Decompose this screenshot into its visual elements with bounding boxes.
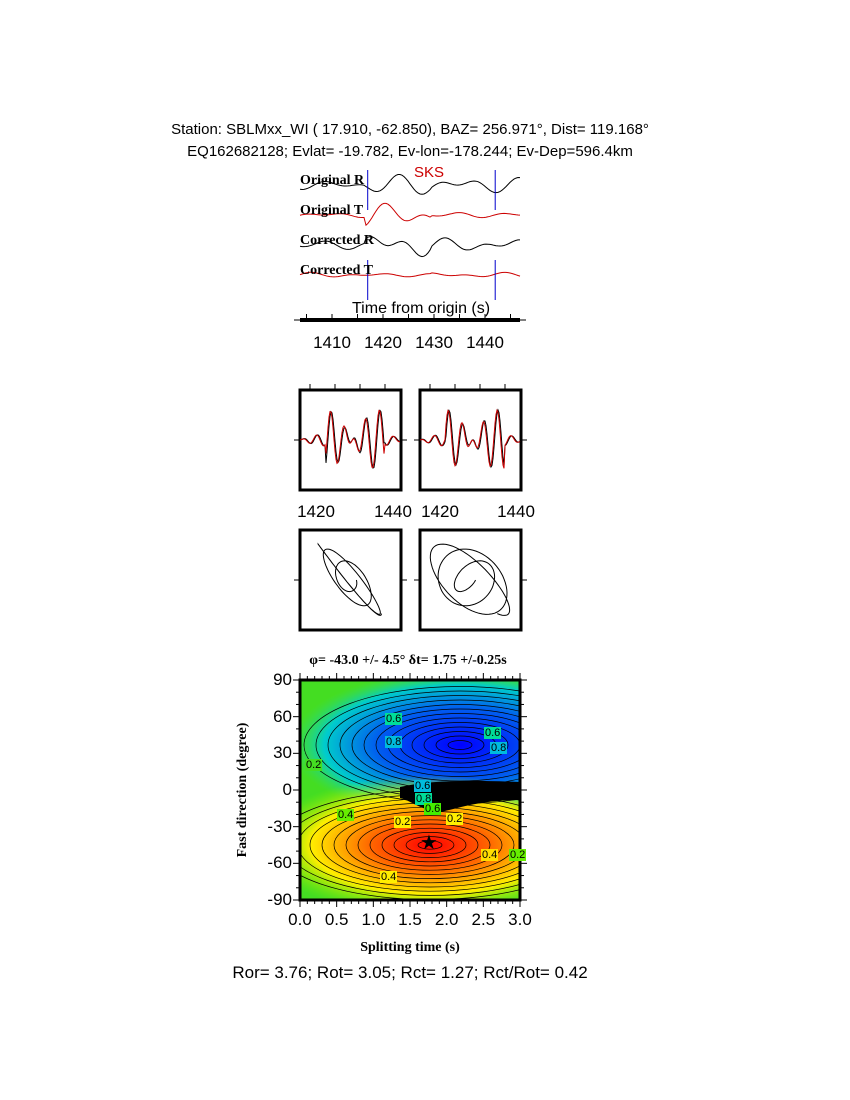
- contour-label: 0.2: [394, 816, 412, 828]
- contour-line: [381, 827, 479, 863]
- tick-label: 1420: [421, 502, 459, 521]
- contour-line: [375, 713, 520, 777]
- y-tick-label: -30: [267, 816, 292, 836]
- contour-label: 0.8: [385, 736, 403, 748]
- x-tick-label: 0.5: [324, 910, 349, 929]
- tick-label: 1440: [374, 502, 412, 521]
- contour-line: [315, 690, 520, 800]
- waveform-trace: [299, 174, 521, 195]
- best-fit-star: ★: [420, 832, 438, 854]
- footer-stats: Ror= 3.76; Rot= 3.05; Rct= 1.27; Rct/Rot…: [232, 963, 588, 982]
- waveform-trace: [299, 202, 521, 227]
- contour-label: 0.8: [415, 793, 433, 805]
- contour-line: [447, 740, 473, 750]
- station-info: Station: SBLMxx_WI ( 17.910, -62.850), B…: [171, 121, 649, 138]
- contour-label: 0.2: [305, 759, 323, 771]
- waveform-trace: [419, 408, 521, 469]
- tick-label: 1440: [466, 333, 504, 352]
- contour-line: [435, 735, 485, 755]
- tick-label: 1410: [313, 333, 351, 352]
- contour-line: [369, 823, 491, 867]
- contour-line: [363, 708, 520, 782]
- time-axis-label: Time from origin (s): [352, 300, 491, 317]
- contour-line: [345, 815, 515, 875]
- waveform-trace: [419, 408, 521, 469]
- x-tick-label: 2.0: [434, 910, 459, 929]
- y-tick-label: 30: [273, 743, 292, 763]
- contour-line: [303, 686, 520, 804]
- waveform-trace: [299, 409, 400, 468]
- contour-line: [393, 832, 467, 858]
- waveform-trace: [299, 236, 520, 258]
- waveform-box: [418, 388, 523, 492]
- contour-line: [357, 819, 503, 871]
- y-tick-label: 90: [273, 670, 292, 689]
- y-tick-label: 60: [273, 706, 292, 726]
- contour-label: 0.6: [424, 803, 442, 815]
- contour-title: φ= -43.0 +/- 4.5° δt= 1.75 +/-0.25s: [309, 653, 507, 668]
- contour-line: [327, 695, 520, 795]
- x-axis-label: Splitting time (s): [360, 940, 460, 955]
- y-axis-label: Fast direction (degree): [235, 722, 250, 858]
- misfit-contour: [300, 680, 520, 900]
- contour-label: 0.6: [385, 713, 403, 725]
- tick-label: 1440: [497, 502, 535, 521]
- x-tick-label: 1.0: [361, 910, 386, 929]
- waveform-panel: [299, 170, 521, 320]
- graphic: [294, 384, 527, 632]
- contour-line: [417, 840, 443, 850]
- contour-label: 0.4: [380, 871, 398, 883]
- min-region: [300, 775, 520, 900]
- trace-label: Corrected T: [300, 263, 373, 278]
- contour-label: 0.8: [490, 742, 508, 754]
- waveform-box: [298, 388, 403, 492]
- tick-label: 1430: [415, 333, 453, 352]
- contour-label: 0.6: [484, 727, 502, 739]
- trace-label: Original R: [300, 173, 365, 188]
- contour-label: 0.4: [337, 809, 355, 821]
- event-info: EQ162682128; Evlat= -19.782, Ev-lon=-178…: [187, 143, 633, 160]
- graphic: [293, 673, 527, 907]
- x-tick-label: 1.5: [398, 910, 422, 929]
- contour-line: [405, 836, 455, 854]
- y-tick-label: -90: [267, 890, 292, 909]
- waveform-trace: [299, 409, 401, 469]
- contour-line: [339, 699, 520, 791]
- particle-motion: [317, 542, 382, 616]
- contour-line: [411, 726, 509, 764]
- contour-label: 0.2: [446, 813, 464, 825]
- trace-label: Original T: [300, 203, 364, 218]
- x-tick-label: 0.0: [288, 910, 312, 929]
- x-tick-label: 3.0: [508, 910, 532, 929]
- particle-motion: [429, 543, 511, 616]
- tick-label: 1420: [364, 333, 402, 352]
- waveform-trace: [299, 271, 521, 278]
- y-tick-label: 0: [282, 780, 292, 799]
- contour-label: 0.2: [509, 849, 527, 861]
- y-tick-label: -60: [267, 853, 292, 873]
- trace-label: Corrected R: [300, 233, 374, 248]
- x-tick-label: 2.5: [471, 910, 496, 929]
- phase-label: SKS: [414, 164, 445, 181]
- contour-label: 0.6: [414, 780, 432, 792]
- contour-line: [351, 704, 520, 786]
- contour-label: 0.4: [481, 849, 499, 861]
- tick-label: 1420: [297, 502, 335, 521]
- particle-motion-box: [298, 528, 403, 632]
